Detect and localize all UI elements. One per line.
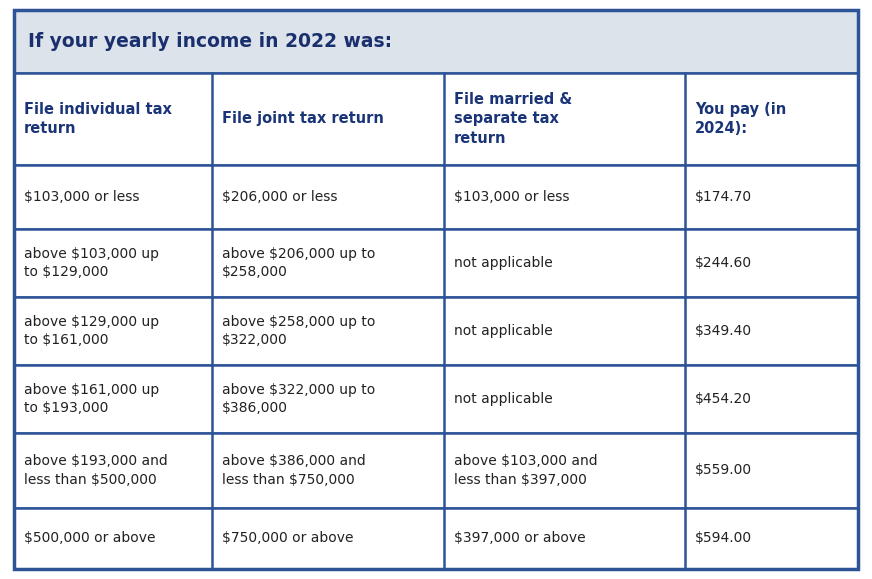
- Text: $397,000 or above: $397,000 or above: [454, 532, 586, 545]
- Text: above $258,000 up to
$322,000: above $258,000 up to $322,000: [222, 315, 375, 347]
- Bar: [14, 433, 858, 508]
- Text: $594.00: $594.00: [695, 532, 753, 545]
- Text: File individual tax
return: File individual tax return: [24, 101, 172, 137]
- Text: above $193,000 and
less than $500,000: above $193,000 and less than $500,000: [24, 455, 167, 487]
- Bar: [14, 508, 858, 569]
- Text: above $129,000 up
to $161,000: above $129,000 up to $161,000: [24, 315, 159, 347]
- Text: not applicable: not applicable: [454, 324, 553, 338]
- Text: $206,000 or less: $206,000 or less: [222, 190, 337, 204]
- Text: above $161,000 up
to $193,000: above $161,000 up to $193,000: [24, 383, 160, 415]
- Text: $454.20: $454.20: [695, 392, 752, 406]
- Text: You pay (in
2024):: You pay (in 2024):: [695, 101, 787, 137]
- Text: $103,000 or less: $103,000 or less: [24, 190, 140, 204]
- Text: $500,000 or above: $500,000 or above: [24, 532, 155, 545]
- Text: above $386,000 and
less than $750,000: above $386,000 and less than $750,000: [222, 455, 365, 487]
- Text: not applicable: not applicable: [454, 256, 553, 270]
- Text: If your yearly income in 2022 was:: If your yearly income in 2022 was:: [28, 32, 392, 51]
- Text: $559.00: $559.00: [695, 464, 753, 478]
- Text: $174.70: $174.70: [695, 190, 753, 204]
- Text: above $103,000 up
to $129,000: above $103,000 up to $129,000: [24, 247, 159, 279]
- Text: above $206,000 up to
$258,000: above $206,000 up to $258,000: [222, 247, 375, 279]
- Text: above $322,000 up to
$386,000: above $322,000 up to $386,000: [222, 383, 375, 415]
- Text: $103,000 or less: $103,000 or less: [454, 190, 569, 204]
- Text: above $103,000 and
less than $397,000: above $103,000 and less than $397,000: [454, 455, 597, 487]
- Bar: [14, 365, 858, 433]
- Bar: [14, 73, 858, 165]
- Text: $750,000 or above: $750,000 or above: [222, 532, 353, 545]
- Bar: [14, 165, 858, 229]
- Bar: [14, 10, 858, 73]
- Text: File married &
separate tax
return: File married & separate tax return: [454, 91, 572, 146]
- Bar: [14, 297, 858, 365]
- Text: $349.40: $349.40: [695, 324, 753, 338]
- Bar: [14, 229, 858, 297]
- Text: not applicable: not applicable: [454, 392, 553, 406]
- Text: $244.60: $244.60: [695, 256, 753, 270]
- Text: File joint tax return: File joint tax return: [222, 112, 384, 126]
